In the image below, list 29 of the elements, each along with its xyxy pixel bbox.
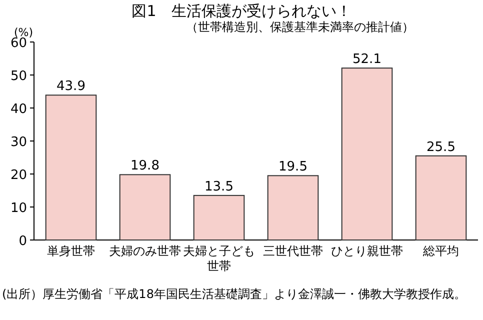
data-label: 43.9 — [56, 79, 86, 94]
x-tick-label: 総平均 — [422, 244, 459, 258]
y-tick-label: 40 — [10, 102, 27, 117]
data-label: 25.5 — [426, 140, 456, 155]
bar — [119, 174, 171, 240]
y-tick-label: 60 — [10, 36, 27, 51]
y-axis-title: (%) — [14, 26, 34, 39]
y-tick-label: 50 — [10, 69, 27, 84]
data-label: 19.8 — [130, 158, 160, 174]
y-tick-label: 10 — [10, 201, 27, 216]
data-label: 19.5 — [278, 160, 308, 175]
y-tick-label: 0 — [18, 234, 27, 249]
bar — [193, 194, 245, 240]
data-label: 13.5 — [204, 179, 234, 194]
x-tick-label: 三世代世帯 — [263, 244, 323, 258]
chart-title: 図1 生活保護が受けられない！ — [132, 2, 352, 20]
x-tick-label: 夫婦と子ども世帯 — [183, 244, 255, 273]
y-tick-label: 20 — [10, 168, 27, 183]
x-tick-label: 単身世帯 — [47, 244, 95, 258]
bar — [267, 175, 319, 240]
bar — [341, 68, 393, 240]
data-label: 52.1 — [352, 52, 382, 68]
text: (出所）厚生労働省「平成18年国民生活基礎調査」より金澤誠一・佛教大学教授作成。 — [2, 287, 466, 301]
chart-subtitle: （世帯構造別、保護基準未満率の推計値） — [186, 20, 414, 34]
bar — [415, 155, 467, 240]
bar — [45, 94, 97, 240]
x-tick-label: 夫婦のみ世帯 — [109, 244, 181, 258]
x-tick-label: ひとり親世帯 — [331, 244, 403, 258]
y-tick-label: 30 — [10, 135, 27, 150]
